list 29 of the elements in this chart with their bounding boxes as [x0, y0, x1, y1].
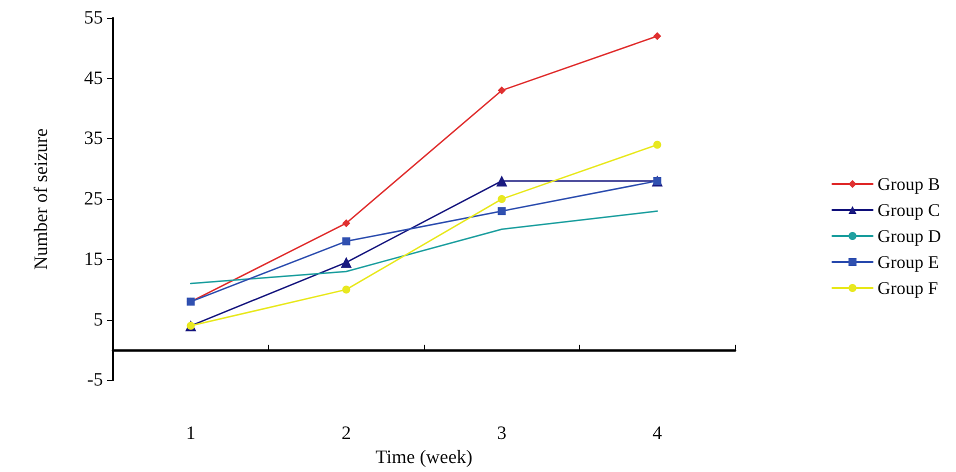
legend-label: Group C	[878, 200, 940, 220]
x-tick-label: 2	[342, 423, 351, 444]
point	[342, 286, 350, 294]
legend-label: Group B	[878, 174, 940, 194]
point	[496, 175, 508, 186]
x-tick-label: 4	[652, 423, 662, 444]
x-tick-label: 3	[497, 423, 506, 444]
legend-label: Group D	[878, 226, 942, 246]
point	[498, 195, 506, 204]
legend-label: Group E	[878, 252, 940, 272]
x-axis-title: Time (week)	[376, 447, 472, 468]
point	[340, 256, 352, 268]
point	[498, 207, 506, 216]
point	[342, 237, 350, 246]
point	[342, 219, 350, 228]
y-tick-label: 45	[84, 68, 103, 89]
x-tick-label: 1	[186, 423, 196, 444]
y-tick-label: 5	[94, 309, 103, 330]
y-tick-label: 35	[84, 128, 103, 150]
legend-label: Group F	[878, 278, 938, 298]
y-tick-label: 25	[84, 188, 103, 210]
point	[498, 86, 506, 94]
y-tick-label: 15	[84, 248, 103, 270]
point	[653, 32, 662, 40]
point	[653, 140, 662, 149]
y-tick-label: -5	[87, 370, 103, 391]
line-series	[190, 210, 658, 284]
y-axis-title: Number of seizure	[31, 128, 52, 270]
y-tick-label: 55	[84, 8, 103, 28]
